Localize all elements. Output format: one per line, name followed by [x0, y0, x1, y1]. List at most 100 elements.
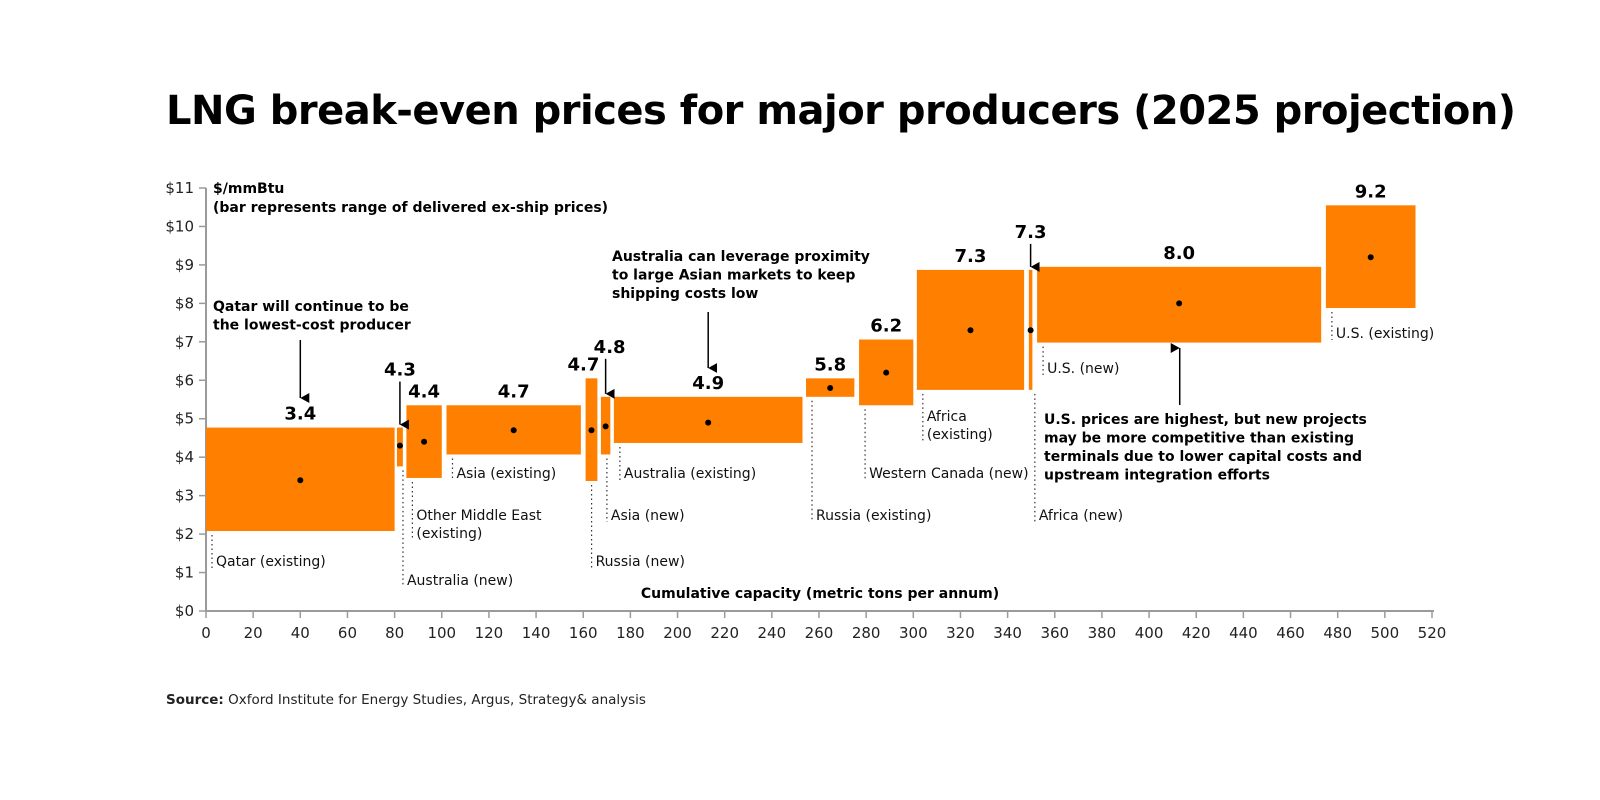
chart-title: LNG break-even prices for major producer… [166, 88, 1516, 134]
category-label: Asia (new) [611, 508, 685, 524]
category-label: Africa [927, 409, 967, 425]
value-label: 6.2 [870, 316, 902, 337]
x-tick-label: 240 [758, 624, 787, 642]
x-tick-label: 420 [1182, 624, 1211, 642]
midpoint-dot [602, 423, 609, 430]
source-note: Source: Oxford Institute for Energy Stud… [166, 692, 646, 708]
y-tick-label: $10 [165, 217, 194, 235]
value-label: 5.8 [814, 354, 846, 375]
value-label: 7.3 [1015, 222, 1047, 243]
midpoint-dot [967, 327, 974, 334]
y-tick-label: $0 [175, 602, 194, 620]
midpoint-dot [588, 427, 595, 434]
y-unit-label: $/mmBtu [213, 181, 284, 197]
x-tick-label: 400 [1135, 624, 1164, 642]
x-tick-label: 160 [569, 624, 598, 642]
category-label: Russia (existing) [816, 508, 931, 524]
category-label: U.S. (existing) [1336, 326, 1434, 342]
category-label: (existing) [416, 526, 482, 542]
category-label: Western Canada (new) [869, 466, 1028, 482]
x-tick-label: 60 [338, 624, 357, 642]
category-label: Other Middle East [416, 508, 542, 524]
x-axis-label: Cumulative capacity (metric tons per ann… [641, 586, 999, 602]
annotation-text: terminals due to lower capital costs and [1044, 449, 1362, 465]
annotation-text: Qatar will continue to be [213, 299, 409, 315]
y-unit-note: (bar represents range of delivered ex-sh… [213, 200, 608, 216]
y-tick-label: $4 [175, 448, 194, 466]
value-label: 4.3 [384, 360, 416, 381]
annotation-text: may be more competitive than existing [1044, 431, 1354, 447]
annotation-text: U.S. prices are highest, but new project… [1044, 412, 1367, 428]
y-tick-label: $1 [175, 564, 194, 582]
x-tick-label: 480 [1323, 624, 1352, 642]
x-tick-label: 460 [1276, 624, 1305, 642]
annotation-text: the lowest-cost producer [213, 318, 411, 334]
annotation-text: to large Asian markets to keep [612, 268, 855, 284]
y-tick-label: $9 [175, 256, 194, 274]
midpoint-dot [883, 369, 890, 376]
value-label: 3.4 [284, 404, 316, 425]
value-label: 4.4 [408, 381, 440, 402]
annotation-text: Australia can leverage proximity [612, 249, 870, 265]
midpoint-dot [510, 427, 517, 434]
x-tick-label: 120 [475, 624, 504, 642]
x-tick-label: 20 [244, 624, 263, 642]
x-tick-label: 40 [291, 624, 310, 642]
value-label: 8.0 [1163, 243, 1195, 264]
x-tick-label: 380 [1088, 624, 1117, 642]
midpoint-dot [1027, 327, 1034, 334]
x-tick-label: 280 [852, 624, 881, 642]
value-label: 7.3 [955, 246, 987, 267]
midpoint-dot [421, 438, 428, 445]
y-tick-label: $6 [175, 371, 194, 389]
category-label: Australia (new) [407, 573, 513, 589]
category-label: (existing) [927, 427, 993, 443]
x-tick-label: 340 [993, 624, 1022, 642]
midpoint-dot [1176, 300, 1183, 307]
x-tick-label: 360 [1040, 624, 1069, 642]
midpoint-dot [1367, 254, 1374, 261]
annotation-text: shipping costs low [612, 286, 758, 302]
x-tick-label: 320 [946, 624, 975, 642]
category-label: Qatar (existing) [216, 554, 326, 570]
y-tick-label: $8 [175, 294, 194, 312]
x-tick-label: 500 [1371, 624, 1400, 642]
axes: $0 $1 $2 $3 $4 $5 $6 $7 $8 $9 $10 $11 0 20 40 60 80 100 12… [165, 179, 1446, 642]
bars [206, 205, 1416, 532]
midpoint-dot [827, 384, 834, 391]
y-tick-label: $2 [175, 525, 194, 543]
x-tick-label: 200 [663, 624, 692, 642]
value-label: 9.2 [1355, 181, 1387, 202]
y-tick-label: $7 [175, 333, 194, 351]
x-tick-label: 260 [805, 624, 834, 642]
midpoint-dot [705, 419, 712, 426]
annotations: Qatar will continue to be the lowest-cost… [213, 249, 1367, 484]
annotation-text: upstream integration efforts [1044, 468, 1270, 484]
x-tick-label: 520 [1418, 624, 1447, 642]
x-tick-label: 0 [201, 624, 211, 642]
y-tick-label: $5 [175, 410, 194, 428]
x-tick-label: 180 [616, 624, 645, 642]
category-label: Russia (new) [596, 554, 685, 570]
category-label: Africa (new) [1039, 508, 1123, 524]
y-tick-label: $11 [165, 179, 194, 197]
x-tick-label: 100 [427, 624, 456, 642]
x-tick-label: 80 [385, 624, 404, 642]
category-label: Asia (existing) [456, 466, 556, 482]
midpoint-dot [297, 477, 304, 484]
value-label: 4.7 [498, 381, 530, 402]
source-label: Source: [166, 692, 224, 708]
category-label: U.S. (new) [1047, 361, 1119, 377]
x-tick-label: 220 [710, 624, 739, 642]
source-text: Oxford Institute for Energy Studies, Arg… [223, 692, 646, 708]
y-tick-label: $3 [175, 487, 194, 505]
category-label: Australia (existing) [624, 466, 756, 482]
x-tick-label: 140 [522, 624, 551, 642]
x-tick-label: 300 [899, 624, 928, 642]
midpoint-dot [396, 442, 403, 449]
labels: Qatar (existing) 3.4 Australia (new) 4.3 Oth… [211, 181, 1434, 589]
value-label: 4.7 [568, 354, 600, 375]
value-label: 4.8 [594, 337, 626, 358]
x-tick-label: 440 [1229, 624, 1258, 642]
